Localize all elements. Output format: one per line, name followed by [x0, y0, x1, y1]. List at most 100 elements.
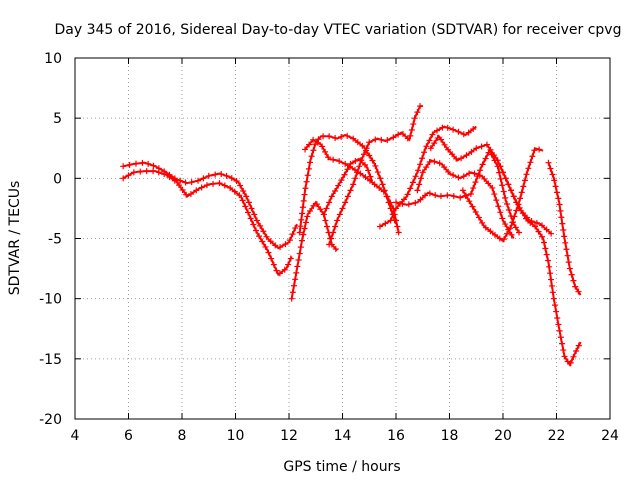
- series-trace: [290, 200, 338, 299]
- data-point-marker: [304, 213, 311, 220]
- series-track-b: [288, 200, 339, 302]
- data-point-marker: [460, 131, 467, 138]
- data-point-marker: [193, 187, 200, 194]
- series-markers: [497, 163, 582, 366]
- data-point-marker: [282, 241, 289, 248]
- ticks: [74, 57, 611, 420]
- data-point-marker: [298, 216, 305, 223]
- data-point-marker: [302, 146, 309, 153]
- data-point-marker: [439, 124, 446, 131]
- data-point-marker: [508, 187, 515, 194]
- data-point-marker: [393, 199, 399, 206]
- x-tick-label: 20: [494, 428, 512, 444]
- data-point-marker: [243, 193, 250, 200]
- data-point-marker: [502, 221, 509, 228]
- data-point-marker: [372, 136, 379, 143]
- data-point-marker: [505, 181, 512, 188]
- data-point-marker: [497, 209, 504, 216]
- data-point-marker: [423, 143, 430, 150]
- data-point-marker: [436, 160, 443, 167]
- data-point-marker: [150, 168, 157, 175]
- data-point-marker: [188, 179, 195, 186]
- data-point-marker: [350, 135, 357, 142]
- data-point-marker: [499, 215, 506, 222]
- data-point-marker: [500, 169, 506, 176]
- data-point-marker: [227, 184, 234, 191]
- data-point-marker: [161, 171, 168, 178]
- data-point-marker: [466, 170, 473, 177]
- data-point-marker: [300, 231, 307, 238]
- data-point-marker: [533, 219, 540, 226]
- data-point-marker: [432, 192, 439, 199]
- y-tick-label: 10: [44, 51, 62, 67]
- data-point-marker: [310, 147, 317, 154]
- data-point-marker: [297, 244, 304, 251]
- data-point-marker: [203, 182, 210, 189]
- data-point-marker: [328, 193, 335, 200]
- x-tick-label: 16: [387, 428, 405, 444]
- data-point-marker: [417, 103, 424, 110]
- chart-title: Day 345 of 2016, Sidereal Day-to-day VTE…: [55, 22, 622, 38]
- data-point-marker: [330, 229, 337, 236]
- data-point-marker: [482, 155, 489, 162]
- data-point-marker: [417, 161, 424, 168]
- data-point-marker: [575, 288, 582, 295]
- data-point-marker: [310, 202, 317, 209]
- data-point-marker: [562, 239, 569, 246]
- data-point-marker: [419, 155, 426, 162]
- y-tick-label: -5: [48, 232, 62, 248]
- data-point-marker: [155, 169, 162, 176]
- data-point-marker: [292, 276, 299, 283]
- data-point-marker: [487, 228, 494, 235]
- data-point-marker: [567, 359, 574, 366]
- data-point-marker: [352, 175, 359, 182]
- data-point-marker: [137, 168, 144, 175]
- data-point-marker: [323, 223, 330, 230]
- series-markers: [545, 159, 582, 295]
- series-markers: [393, 149, 523, 236]
- data-point-marker: [509, 219, 516, 226]
- data-point-marker: [546, 263, 553, 270]
- data-point-marker: [499, 182, 506, 189]
- series-track-f: [326, 103, 424, 248]
- data-point-marker: [301, 225, 308, 232]
- data-point-marker: [289, 231, 296, 238]
- data-point-marker: [459, 187, 466, 194]
- data-point-marker: [511, 213, 518, 220]
- data-point-marker: [559, 340, 566, 347]
- data-point-marker: [491, 191, 498, 198]
- data-point-marker: [248, 205, 255, 212]
- data-point-marker: [564, 252, 571, 259]
- data-point-marker: [520, 183, 527, 190]
- data-point-marker: [554, 315, 561, 322]
- data-point-marker: [513, 207, 520, 214]
- data-point-marker: [198, 184, 205, 191]
- data-point-marker: [302, 185, 309, 192]
- series-track-m: [545, 159, 582, 296]
- data-point-marker: [394, 223, 401, 230]
- x-tick-label: 18: [441, 428, 459, 444]
- data-point-marker: [455, 174, 462, 181]
- data-point-marker: [556, 201, 563, 208]
- data-point-marker: [513, 199, 520, 206]
- data-point-marker: [233, 177, 240, 184]
- data-point-marker: [408, 126, 415, 133]
- x-tick-label: 8: [178, 428, 187, 444]
- data-point-marker: [125, 172, 132, 179]
- data-point-marker: [563, 246, 570, 253]
- series-track-i: [414, 158, 515, 240]
- data-point-marker: [407, 185, 414, 192]
- data-point-marker: [572, 283, 579, 290]
- data-point-marker: [366, 152, 373, 159]
- data-point-marker: [323, 205, 330, 212]
- data-point-marker: [477, 167, 484, 174]
- series-markers: [320, 157, 374, 218]
- data-point-marker: [395, 229, 402, 236]
- data-point-marker: [399, 131, 406, 138]
- data-point-marker: [270, 261, 277, 268]
- data-point-marker: [450, 193, 457, 200]
- data-point-marker: [393, 217, 399, 224]
- data-point-marker: [325, 154, 332, 161]
- data-point-marker: [336, 158, 343, 165]
- data-point-marker: [240, 187, 247, 194]
